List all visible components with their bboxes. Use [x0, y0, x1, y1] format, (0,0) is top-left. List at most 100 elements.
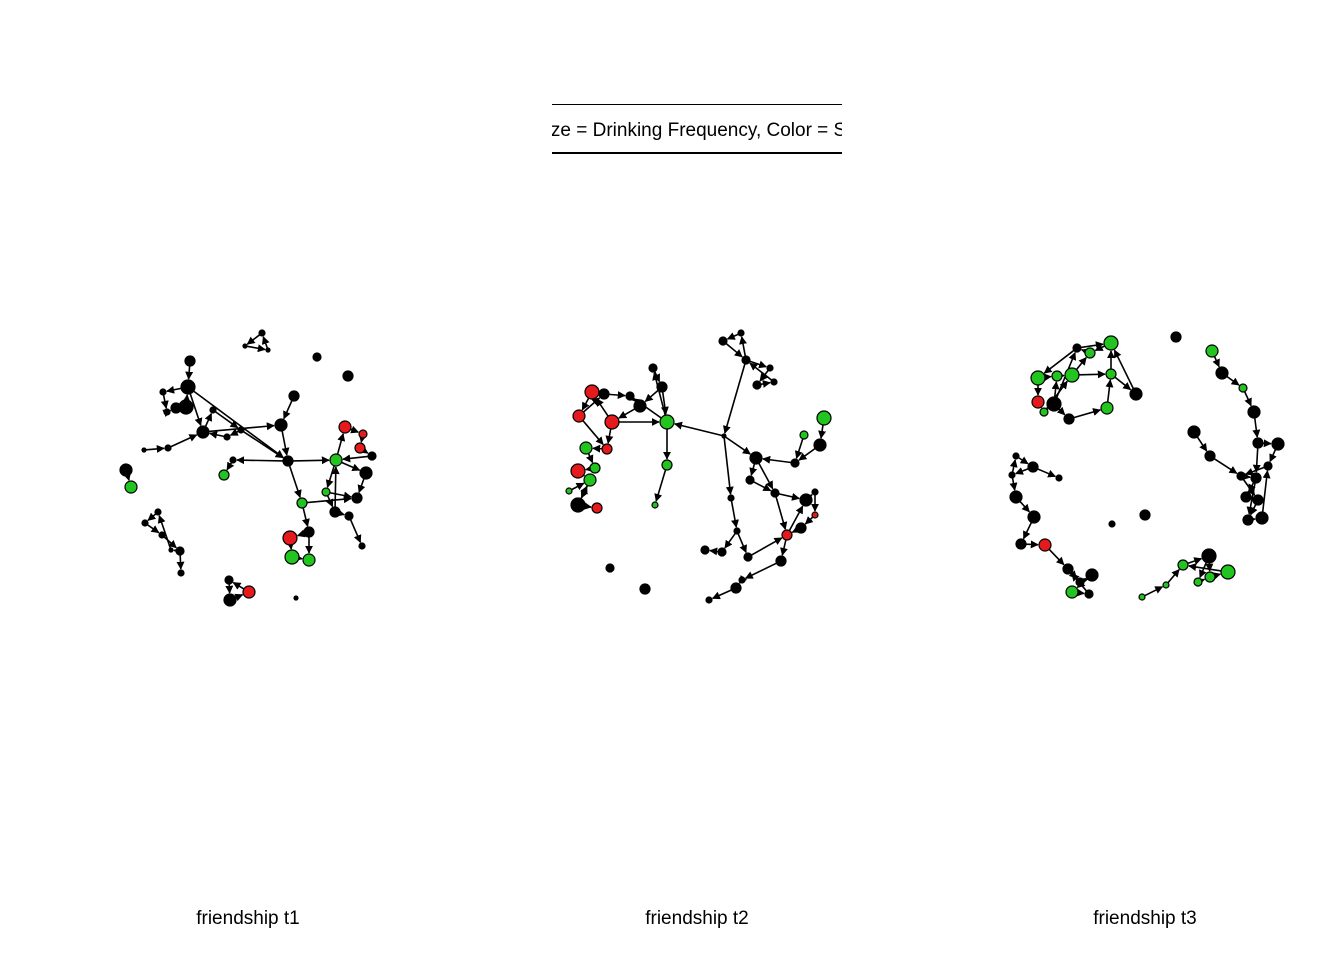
edge	[182, 394, 191, 403]
edge	[1144, 586, 1164, 597]
node	[1247, 405, 1261, 419]
node	[265, 347, 271, 353]
node-occasional-smoker	[1105, 368, 1117, 380]
node-occasional-smoker	[1051, 370, 1063, 382]
edge	[725, 436, 751, 455]
edge	[794, 438, 804, 460]
node	[1187, 425, 1201, 439]
edge	[1213, 458, 1238, 474]
edge	[1114, 376, 1132, 391]
edge	[302, 507, 310, 527]
node	[351, 492, 363, 504]
edge	[585, 464, 594, 473]
node	[1242, 514, 1254, 526]
edge	[725, 342, 743, 358]
node-regular-smoker	[781, 529, 793, 541]
node-regular-smoker	[1031, 395, 1045, 409]
caption-t2: friendship t2	[645, 908, 749, 929]
node	[1008, 471, 1016, 479]
edge	[818, 424, 827, 439]
edge	[331, 466, 340, 508]
node	[177, 569, 185, 577]
node	[344, 511, 354, 521]
node	[223, 433, 231, 441]
node	[154, 508, 162, 516]
node	[813, 438, 827, 452]
node	[229, 456, 237, 464]
edge	[780, 539, 788, 556]
node-occasional-smoker	[1030, 370, 1046, 386]
node	[570, 497, 586, 513]
edge	[296, 529, 306, 538]
node	[1170, 331, 1182, 343]
edge	[193, 390, 284, 459]
edge	[1009, 477, 1018, 491]
node	[1236, 471, 1246, 481]
edge	[170, 434, 198, 448]
edge	[711, 589, 732, 600]
edge	[1243, 391, 1252, 407]
node	[718, 336, 728, 346]
edge	[571, 482, 585, 491]
edge	[292, 456, 330, 465]
node	[775, 555, 787, 567]
node	[598, 388, 610, 400]
edge	[1187, 557, 1203, 565]
edge	[246, 344, 266, 353]
edge	[1226, 375, 1240, 386]
node	[717, 547, 727, 557]
node	[1255, 511, 1269, 525]
node	[633, 399, 647, 413]
edge	[157, 515, 172, 549]
edge	[673, 421, 723, 437]
node	[180, 379, 196, 395]
edge	[1242, 472, 1251, 481]
node	[790, 458, 800, 468]
node-occasional-smoker	[284, 549, 300, 565]
edge	[723, 437, 734, 495]
node-occasional-smoker	[1065, 585, 1079, 599]
node-occasional-smoker	[565, 487, 573, 495]
node	[223, 593, 237, 607]
node-regular-smoker	[570, 463, 586, 479]
node	[242, 343, 248, 349]
edge	[1037, 468, 1057, 478]
node	[605, 563, 615, 573]
edge	[652, 371, 661, 383]
node	[274, 418, 288, 432]
node-occasional-smoker	[799, 430, 809, 440]
node	[178, 399, 194, 415]
node	[727, 494, 735, 502]
edge	[1076, 588, 1085, 597]
edge	[751, 537, 783, 556]
node	[1075, 577, 1085, 587]
node	[1072, 343, 1082, 353]
node	[656, 381, 668, 393]
edge	[791, 525, 801, 534]
node-occasional-smoker	[583, 473, 597, 487]
node-occasional-smoker	[1138, 593, 1146, 601]
edge	[160, 394, 169, 409]
edge	[1167, 568, 1180, 584]
edge	[342, 454, 369, 463]
edge	[261, 336, 270, 349]
node	[749, 451, 763, 465]
plot-title-box: Size = Drinking Frequency, Color = Smoki…	[552, 104, 842, 154]
edge	[804, 516, 814, 525]
node-occasional-smoker	[589, 462, 601, 474]
node	[312, 352, 322, 362]
edge	[1252, 417, 1261, 438]
edge	[147, 512, 157, 522]
node	[1063, 413, 1075, 425]
node	[358, 542, 366, 550]
edge	[1261, 470, 1271, 513]
edge	[608, 391, 626, 400]
caption-t1: friendship t1	[196, 908, 300, 929]
node	[342, 370, 354, 382]
edge	[357, 478, 366, 494]
edge	[1105, 379, 1114, 403]
node	[1139, 509, 1151, 521]
edge	[660, 391, 669, 415]
edge	[1080, 348, 1090, 357]
node	[799, 493, 813, 507]
